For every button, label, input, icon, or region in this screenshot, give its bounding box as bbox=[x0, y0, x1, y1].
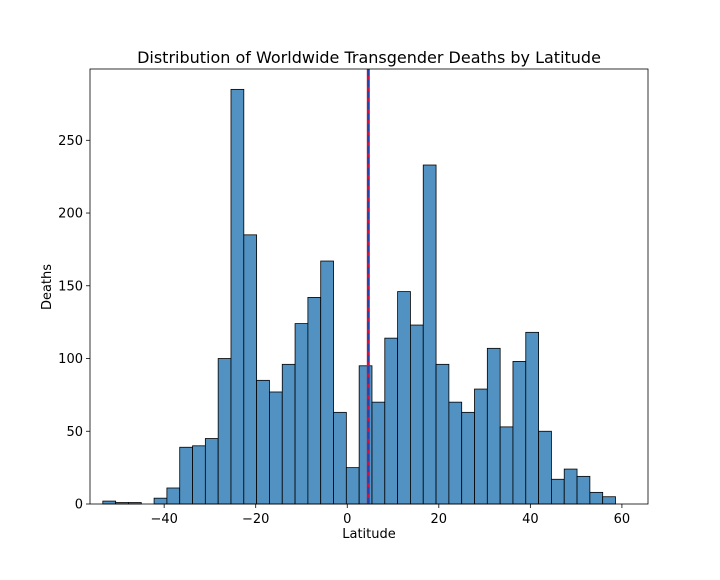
y-axis-label: Deaths bbox=[40, 264, 55, 310]
histogram-bar bbox=[576, 475, 591, 505]
histogram-bar bbox=[307, 297, 322, 505]
y-tick-label: 50 bbox=[66, 425, 83, 440]
histogram-bar bbox=[256, 379, 270, 505]
x-axis: −40 −20 0 20 40 60 bbox=[150, 504, 630, 527]
histogram-bar bbox=[512, 361, 527, 505]
histogram-bar bbox=[217, 358, 232, 505]
histogram-bar bbox=[320, 260, 334, 505]
histogram-bar bbox=[435, 363, 450, 505]
y-tick-label: 100 bbox=[58, 352, 83, 367]
histogram-bar bbox=[345, 467, 360, 505]
y-tick-label: 0 bbox=[75, 498, 83, 513]
bars bbox=[102, 88, 616, 505]
histogram-bar bbox=[166, 487, 181, 505]
histogram-bar bbox=[243, 234, 258, 505]
histogram-bar bbox=[333, 411, 347, 505]
y-tick-label: 150 bbox=[58, 279, 83, 294]
histogram-bar bbox=[538, 430, 552, 505]
histogram-bar bbox=[563, 468, 578, 505]
y-axis: 0 50 100 150 200 250 bbox=[58, 134, 90, 513]
plot-frame bbox=[89, 68, 649, 505]
histogram-bar bbox=[602, 496, 616, 505]
x-tick-label: 20 bbox=[431, 512, 448, 527]
histogram-bar bbox=[294, 323, 309, 505]
y-tick-label: 250 bbox=[58, 134, 83, 149]
histogram-bar bbox=[204, 438, 219, 505]
x-tick-label: 0 bbox=[343, 512, 351, 527]
histogram-bar bbox=[474, 388, 488, 505]
histogram-bar bbox=[589, 491, 604, 505]
x-tick-label: −40 bbox=[150, 512, 177, 527]
histogram-bar bbox=[525, 331, 540, 505]
y-tick-label: 200 bbox=[58, 207, 83, 222]
histogram-bar bbox=[384, 337, 399, 505]
histogram-bar bbox=[192, 445, 206, 505]
histogram-bar bbox=[397, 291, 411, 505]
x-tick-label: −20 bbox=[242, 512, 269, 527]
histogram-bar bbox=[281, 363, 296, 505]
histogram-bar bbox=[179, 446, 193, 505]
histogram-bar bbox=[269, 391, 283, 505]
chart-title: Distribution of Worldwide Transgender De… bbox=[137, 48, 601, 67]
histogram-bar bbox=[422, 164, 437, 505]
x-axis-label: Latitude bbox=[342, 527, 396, 542]
histogram-bar bbox=[410, 324, 424, 505]
histogram-bar bbox=[102, 500, 117, 505]
histogram-bar bbox=[371, 401, 386, 505]
x-tick-label: 40 bbox=[522, 512, 539, 527]
histogram-bar bbox=[499, 426, 514, 505]
histogram-bar bbox=[358, 365, 373, 505]
histogram-bar bbox=[461, 411, 475, 505]
histogram-bar bbox=[230, 88, 245, 505]
x-tick-label: 60 bbox=[614, 512, 631, 527]
histogram-bar bbox=[551, 478, 565, 505]
histogram-bar bbox=[448, 401, 463, 505]
histogram-bar bbox=[486, 347, 501, 505]
histogram-bar bbox=[153, 497, 168, 505]
